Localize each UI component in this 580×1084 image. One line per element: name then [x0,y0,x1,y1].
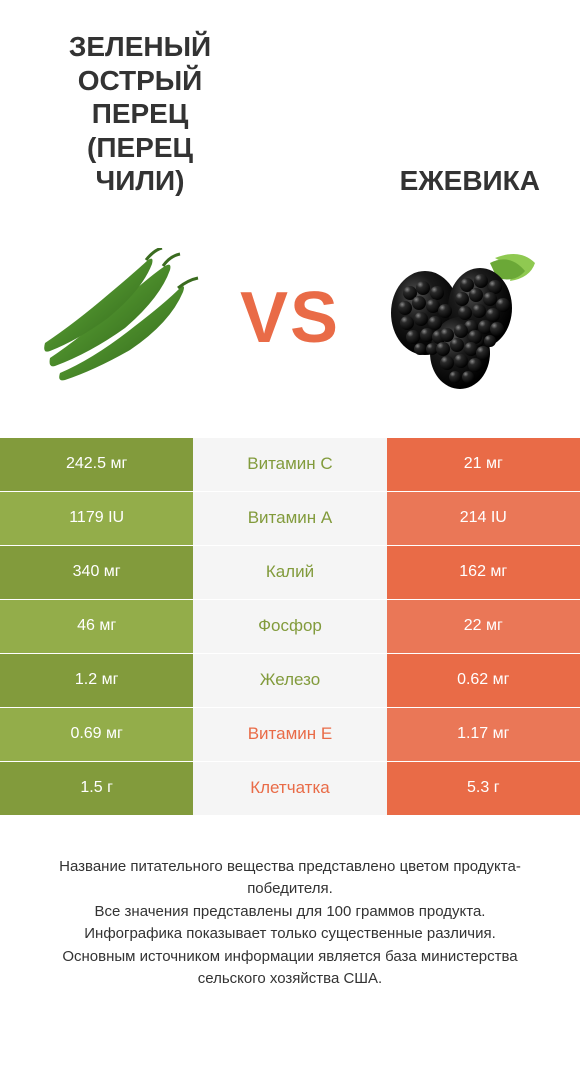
value-right: 22 мг [387,600,580,653]
nutrient-name: Витамин E [193,708,386,761]
nutrient-name: Витамин A [193,492,386,545]
table-row: 1179 IUВитамин A214 IU [0,492,580,546]
table-row: 1.2 мгЖелезо0.62 мг [0,654,580,708]
vs-v: V [240,277,290,359]
nutrient-name: Витамин C [193,438,386,491]
nutrient-name: Клетчатка [193,762,386,815]
nutrient-name: Железо [193,654,386,707]
footer-line: Основным источником информации является … [30,946,550,991]
footer-line: Название питательного вещества представл… [30,856,550,901]
table-row: 242.5 мгВитамин C21 мг [0,438,580,492]
header: ЗЕЛЕНЫЙ ОСТРЫЙ ПЕРЕЦ (ПЕРЕЦ ЧИЛИ) ЕЖЕВИК… [0,0,580,218]
footer-line: Все значения представлены для 100 граммо… [30,901,550,924]
nutrient-name: Фосфор [193,600,386,653]
nutrient-name: Калий [193,546,386,599]
value-right: 162 мг [387,546,580,599]
vs-label: VS [240,277,340,359]
footer: Название питательного вещества представл… [0,816,580,991]
vs-s: S [290,277,340,359]
vs-row: VS [0,218,580,438]
blackberry-image [370,238,550,398]
comparison-table: 242.5 мгВитамин C21 мг1179 IUВитамин A21… [0,438,580,816]
value-right: 214 IU [387,492,580,545]
table-row: 0.69 мгВитамин E1.17 мг [0,708,580,762]
value-left: 340 мг [0,546,193,599]
title-right: ЕЖЕВИКА [340,164,540,198]
value-left: 242.5 мг [0,438,193,491]
value-right: 0.62 мг [387,654,580,707]
value-left: 46 мг [0,600,193,653]
footer-line: Инфографика показывает только существенн… [30,923,550,946]
value-right: 21 мг [387,438,580,491]
value-left: 1.5 г [0,762,193,815]
value-left: 1.2 мг [0,654,193,707]
value-right: 5.3 г [387,762,580,815]
chili-image [30,238,210,398]
table-row: 1.5 гКлетчатка5.3 г [0,762,580,816]
table-row: 46 мгФосфор22 мг [0,600,580,654]
value-left: 0.69 мг [0,708,193,761]
title-left: ЗЕЛЕНЫЙ ОСТРЫЙ ПЕРЕЦ (ПЕРЕЦ ЧИЛИ) [40,30,240,198]
value-left: 1179 IU [0,492,193,545]
table-row: 340 мгКалий162 мг [0,546,580,600]
value-right: 1.17 мг [387,708,580,761]
